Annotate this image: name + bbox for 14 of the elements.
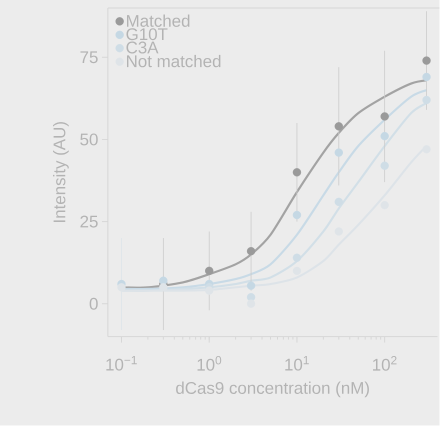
x-tick-label: 10$^{−1}$ xyxy=(106,356,137,371)
x-axis-title: dCas9 concentration (nM) xyxy=(176,382,369,398)
x-tick-label: 10$^{1}$ xyxy=(285,356,309,371)
y-tick-label: 25 xyxy=(80,216,98,228)
x-tick-label: 10$^{0}$ xyxy=(198,356,222,371)
x-tick-label: 10$^{2}$ xyxy=(373,356,397,371)
legend-label: G10T xyxy=(126,28,168,40)
y-tick-label: 0 xyxy=(90,298,98,310)
legend-label: C3A xyxy=(126,42,158,54)
y-tick-label: 50 xyxy=(80,134,98,146)
y-tick-label: 75 xyxy=(80,52,98,64)
y-axis-title: Intensity (AU) xyxy=(52,122,69,222)
legend-label: Not matched xyxy=(127,55,220,68)
legend-label: Matched xyxy=(127,14,190,28)
